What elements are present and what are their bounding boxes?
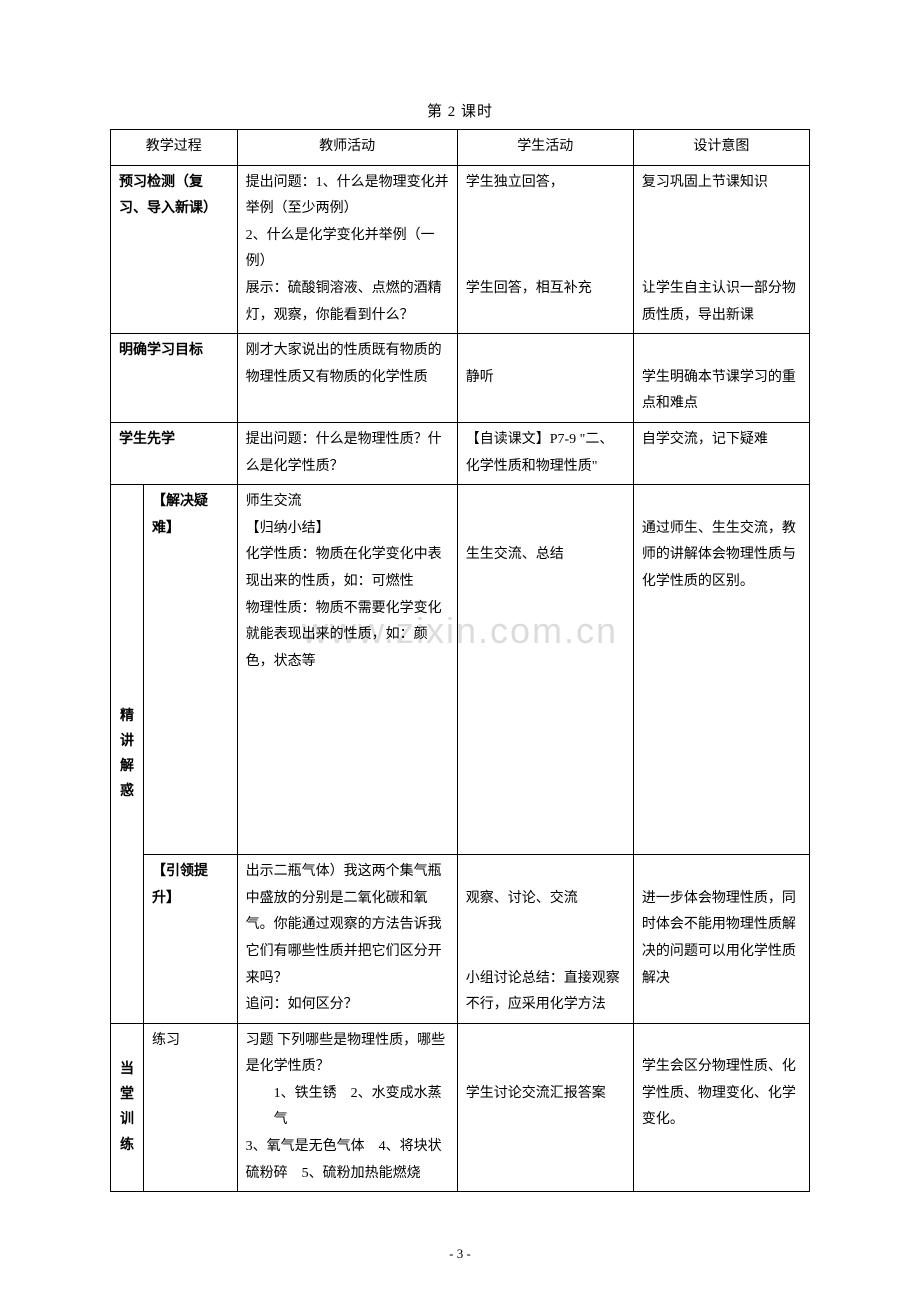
student-cell: 生生交流、总结 [457,485,633,855]
table-row: 明确学习目标 刚才大家说出的性质既有物质的物理性质又有物质的化学性质 静听 学生… [111,334,810,423]
table-row: 预习检测（复习、导入新课） 提出问题：1、什么是物理变化并举例（至少两例）2、什… [111,165,810,334]
intent-cell: 学生明确本节课学习的重点和难点 [633,334,809,423]
table-row: 【引领提升】 出示二瓶气体）我这两个集气瓶中盛放的分别是二氧化碳和氧气。你能通过… [111,855,810,1024]
intent-cell: 进一步体会物理性质，同时体会不能用物理性质解决的问题可以用化学性质解决 [633,855,809,1024]
student-cell: 观察、讨论、交流小组讨论总结：直接观察不行，应采用化学方法 [457,855,633,1024]
teacher-line: 习题 下列哪些是物理性质，哪些是化学性质？ [246,1028,449,1081]
process-cell: 明确学习目标 [111,334,238,423]
intent-cell: 自学交流，记下疑难 [633,422,809,484]
page-number: - 3 - [0,1246,920,1262]
header-teacher: 教师活动 [237,130,457,166]
teacher-cell: 提出问题：什么是物理性质？什么是化学性质？ [237,422,457,484]
intent-cell: 复习巩固上节课知识让学生自主认识一部分物质性质，导出新课 [633,165,809,334]
header-intent: 设计意图 [633,130,809,166]
lesson-table: 教学过程 教师活动 学生活动 设计意图 预习检测（复习、导入新课） 提出问题：1… [110,129,810,1192]
student-cell: 学生讨论交流汇报答案 [457,1023,633,1192]
teacher-cell: 刚才大家说出的性质既有物质的物理性质又有物质的化学性质 [237,334,457,423]
intent-cell: 学生会区分物理性质、化学性质、物理变化、化学变化。 [633,1023,809,1192]
process-cell: 预习检测（复习、导入新课） [111,165,238,334]
teacher-line: 1、铁生锈 2、水变成水蒸气 [246,1081,449,1134]
intent-cell: 通过师生、生生交流，教师的讲解体会物理性质与化学性质的区别。 [633,485,809,855]
table-row: 精讲解惑 【解决疑难】 师生交流【归纳小结】化学性质：物质在化学变化中表现出来的… [111,485,810,855]
table-row: 当堂训练 练习 习题 下列哪些是物理性质，哪些是化学性质？ 1、铁生锈 2、水变… [111,1023,810,1192]
teacher-cell: 提出问题：1、什么是物理变化并举例（至少两例）2、什么是化学变化并举例（一例）展… [237,165,457,334]
header-process: 教学过程 [111,130,238,166]
table-row: 学生先学 提出问题：什么是物理性质？什么是化学性质？ 【自读课文】P7-9 "二… [111,422,810,484]
lesson-title: 第 2 课时 [110,100,810,121]
teacher-cell: 出示二瓶气体）我这两个集气瓶中盛放的分别是二氧化碳和氧气。你能通过观察的方法告诉… [237,855,457,1024]
student-cell: 静听 [457,334,633,423]
student-cell: 【自读课文】P7-9 "二、化学性质和物理性质" [457,422,633,484]
process-cell: 学生先学 [111,422,238,484]
table-row: 教学过程 教师活动 学生活动 设计意图 [111,130,810,166]
process-cell: 【引领提升】 [144,855,238,1024]
group-label: 精讲解惑 [111,485,144,1024]
group-label: 当堂训练 [111,1023,144,1192]
teacher-cell: 师生交流【归纳小结】化学性质：物质在化学变化中表现出来的性质，如：可燃性物理性质… [237,485,457,855]
teacher-line: 3、氧气是无色气体 4、将块状硫粉碎 5、硫粉加热能燃烧 [246,1134,449,1187]
teacher-cell: 习题 下列哪些是物理性质，哪些是化学性质？ 1、铁生锈 2、水变成水蒸气 3、氧… [237,1023,457,1192]
process-cell: 【解决疑难】 [144,485,238,855]
header-student: 学生活动 [457,130,633,166]
process-cell: 练习 [144,1023,238,1192]
student-cell: 学生独立回答，学生回答，相互补充 [457,165,633,334]
